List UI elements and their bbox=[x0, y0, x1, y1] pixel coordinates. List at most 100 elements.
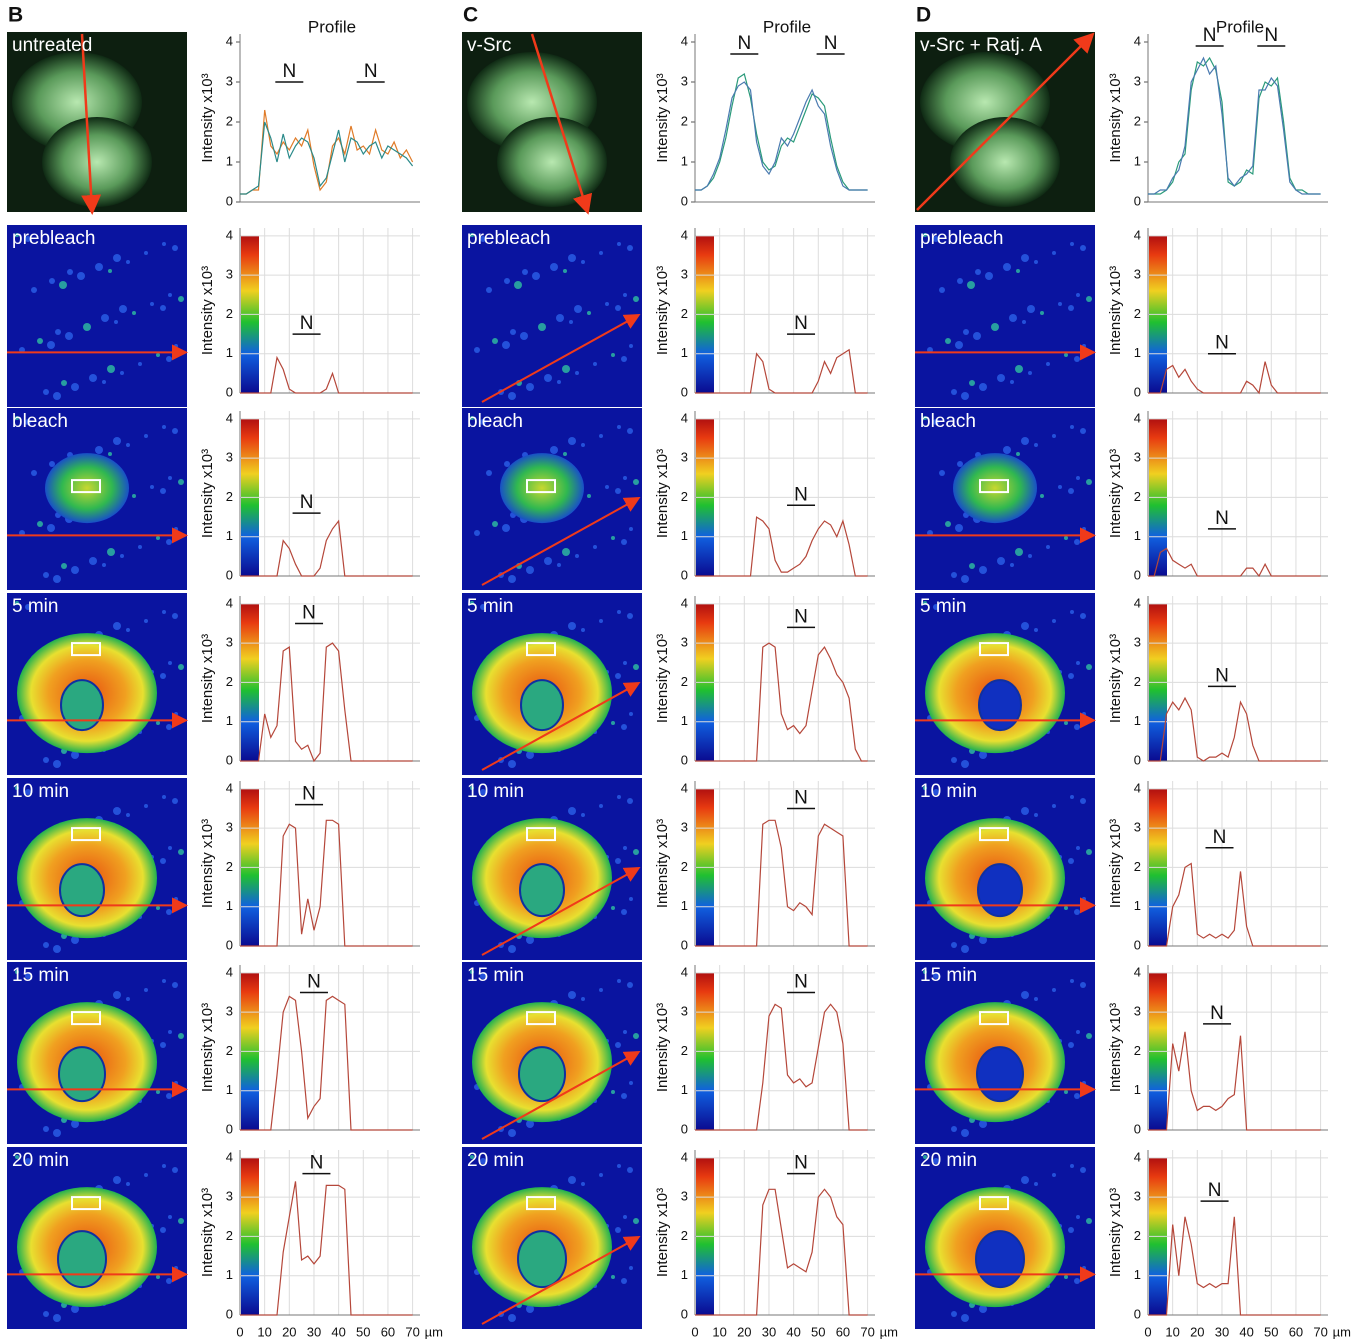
speckle bbox=[538, 323, 546, 331]
speckle bbox=[574, 305, 582, 313]
profile-line bbox=[240, 521, 413, 576]
micrograph bbox=[915, 225, 1095, 407]
y-tick-label: 2 bbox=[681, 859, 688, 874]
speckle bbox=[102, 563, 106, 567]
speckle bbox=[156, 1275, 160, 1279]
speckle bbox=[31, 287, 37, 293]
speckle bbox=[166, 909, 172, 915]
speckle bbox=[83, 323, 91, 331]
speckle bbox=[172, 982, 178, 988]
speckle bbox=[617, 1164, 621, 1168]
speckle bbox=[617, 610, 621, 614]
speckle bbox=[633, 849, 639, 855]
speckle bbox=[1028, 371, 1032, 375]
y-axis-label: Intensity x10³ bbox=[199, 266, 216, 355]
nucleus-label: N bbox=[302, 784, 316, 805]
nucleus-label: N bbox=[737, 33, 751, 54]
speckle bbox=[162, 610, 166, 614]
speckle bbox=[1028, 554, 1032, 558]
speckle bbox=[120, 371, 124, 375]
speckle bbox=[627, 428, 633, 434]
speckle bbox=[168, 661, 172, 665]
micrograph bbox=[7, 593, 187, 775]
cell bbox=[953, 453, 1037, 523]
y-axis-label: Intensity x10³ bbox=[1107, 266, 1124, 355]
speckle bbox=[107, 548, 115, 556]
speckle bbox=[1074, 1093, 1080, 1099]
y-tick-label: 4 bbox=[226, 1149, 233, 1164]
speckle bbox=[126, 813, 130, 817]
speckle bbox=[961, 1129, 969, 1137]
profile-line bbox=[240, 820, 413, 946]
y-tick-label: 0 bbox=[681, 567, 688, 582]
panel-label: B bbox=[8, 4, 23, 27]
x-tick-label: 20 bbox=[737, 1324, 751, 1339]
y-tick-label: 1 bbox=[681, 1082, 688, 1097]
y-axis-label: Intensity x10³ bbox=[654, 819, 671, 908]
profile-line bbox=[1148, 549, 1321, 577]
speckle bbox=[581, 628, 585, 632]
y-axis-label: Intensity x10³ bbox=[1107, 449, 1124, 538]
speckle bbox=[550, 263, 558, 271]
speckle bbox=[633, 296, 639, 302]
y-tick-label: 2 bbox=[681, 1228, 688, 1243]
y-axis-label: Intensity x10³ bbox=[199, 449, 216, 538]
speckle bbox=[160, 305, 166, 311]
speckle bbox=[581, 443, 585, 447]
nucleus-label: N bbox=[824, 33, 838, 54]
speckle bbox=[113, 1176, 121, 1184]
speckle bbox=[563, 452, 567, 456]
speckle bbox=[156, 353, 160, 357]
image-label: 5 min bbox=[920, 596, 966, 617]
y-tick-label: 0 bbox=[226, 193, 233, 208]
speckle bbox=[961, 575, 969, 583]
speckle bbox=[144, 1173, 148, 1177]
y-tick-label: 3 bbox=[681, 450, 688, 465]
y-tick-label: 1 bbox=[1134, 1267, 1141, 1282]
x-tick-label: 0 bbox=[1144, 1324, 1151, 1339]
speckle bbox=[174, 1081, 178, 1085]
micrograph bbox=[7, 1147, 187, 1329]
y-tick-label: 0 bbox=[681, 1306, 688, 1321]
y-tick-label: 3 bbox=[1134, 1189, 1141, 1204]
speckle bbox=[1015, 365, 1023, 373]
speckle bbox=[1086, 479, 1092, 485]
profile-line bbox=[695, 82, 868, 190]
image-background bbox=[915, 225, 1095, 407]
speckle bbox=[1052, 251, 1056, 255]
speckle bbox=[611, 536, 615, 540]
y-tick-label: 3 bbox=[226, 73, 233, 88]
speckle bbox=[568, 622, 576, 630]
speckle bbox=[53, 760, 61, 768]
x-tick-label: 50 bbox=[1264, 1324, 1278, 1339]
speckle bbox=[627, 798, 633, 804]
speckle bbox=[178, 296, 184, 302]
profile-line bbox=[695, 1004, 868, 1130]
speckle bbox=[1086, 664, 1092, 670]
profile-line bbox=[695, 1189, 868, 1315]
nucleus-label: N bbox=[1264, 25, 1278, 46]
plot-title: Profile bbox=[1216, 17, 1264, 36]
y-tick-label: 4 bbox=[1134, 595, 1141, 610]
y-tick-label: 0 bbox=[226, 1121, 233, 1136]
speckle bbox=[168, 1030, 172, 1034]
y-tick-label: 4 bbox=[226, 780, 233, 795]
speckle bbox=[593, 545, 597, 549]
speckle bbox=[520, 332, 528, 340]
y-tick-label: 3 bbox=[1134, 1004, 1141, 1019]
speckle bbox=[1009, 314, 1017, 322]
speckle bbox=[623, 1215, 627, 1219]
speckle bbox=[526, 566, 534, 574]
speckle bbox=[53, 1314, 61, 1322]
speckle bbox=[174, 344, 178, 348]
x-unit: µm bbox=[425, 1324, 443, 1339]
nucleus-label: N bbox=[1208, 1180, 1222, 1201]
speckle bbox=[174, 1266, 178, 1270]
speckle bbox=[568, 807, 576, 815]
speckle bbox=[581, 997, 585, 1001]
speckle bbox=[166, 356, 172, 362]
speckle bbox=[627, 982, 633, 988]
y-tick-label: 1 bbox=[226, 528, 233, 543]
speckle bbox=[166, 724, 172, 730]
y-tick-label: 0 bbox=[681, 384, 688, 399]
